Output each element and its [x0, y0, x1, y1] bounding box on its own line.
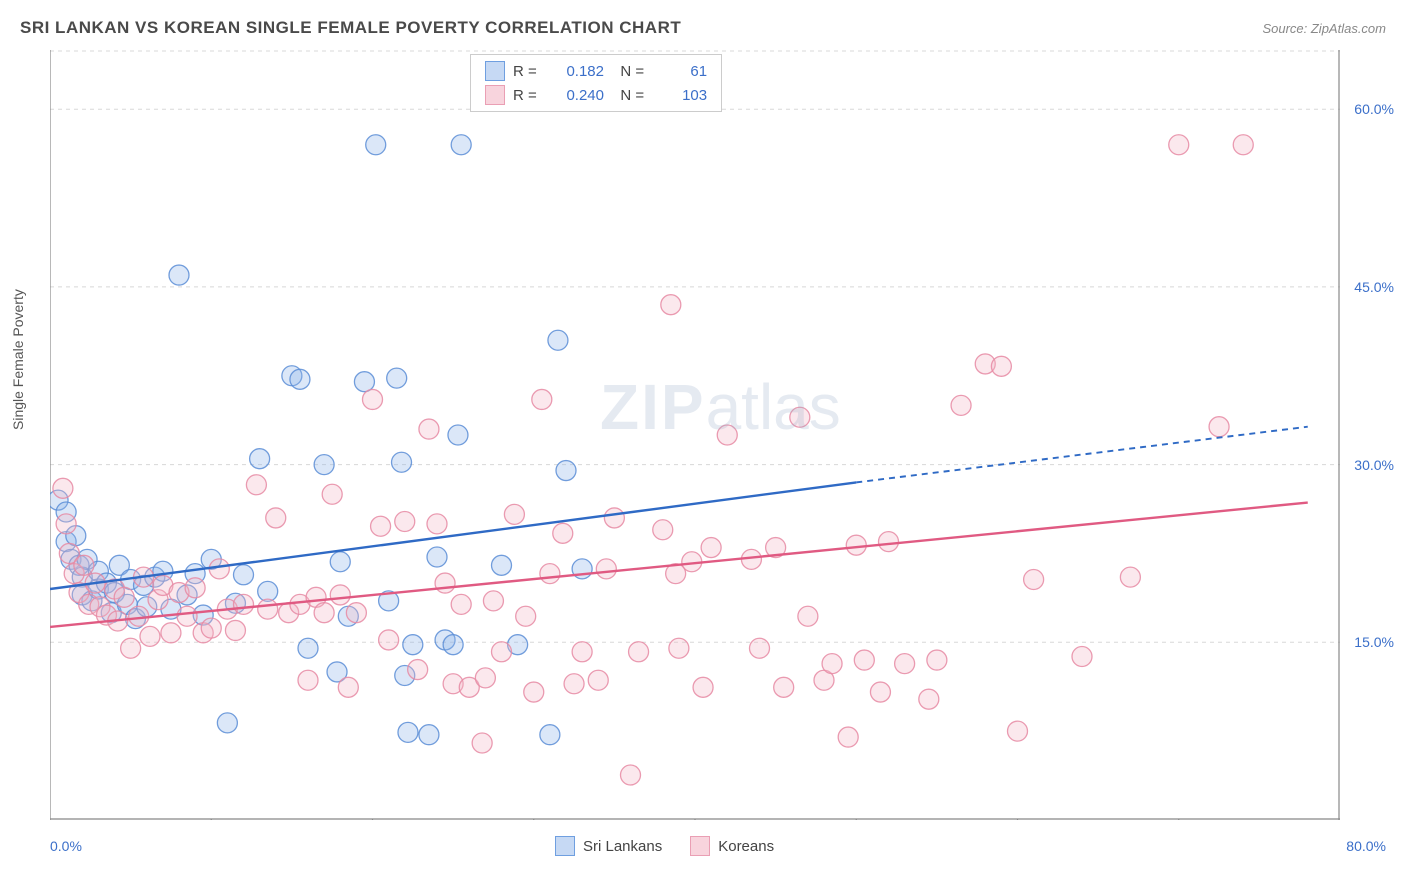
y-tick-label: 60.0%	[1354, 101, 1394, 117]
swatch-icon	[690, 836, 710, 856]
y-tick-label: 45.0%	[1354, 279, 1394, 295]
series-legend: Sri Lankans Koreans	[555, 836, 774, 856]
x-axis-origin: 0.0%	[50, 838, 82, 854]
y-tick-label: 30.0%	[1354, 457, 1394, 473]
legend-item-koreans: Koreans	[690, 836, 774, 856]
chart-title: SRI LANKAN VS KOREAN SINGLE FEMALE POVER…	[20, 18, 681, 38]
y-tick-label: 15.0%	[1354, 634, 1394, 650]
scatter-plot: ZIPatlas R =0.182 N =61 R =0.240 N =103	[50, 50, 1340, 820]
correlation-legend: R =0.182 N =61 R =0.240 N =103	[470, 54, 722, 112]
swatch-icon	[485, 61, 505, 81]
source-attribution: Source: ZipAtlas.com	[1262, 21, 1386, 36]
legend-item-sri-lankans: Sri Lankans	[555, 836, 662, 856]
y-axis-label: Single Female Poverty	[10, 289, 26, 430]
swatch-icon	[485, 85, 505, 105]
x-axis-max: 80.0%	[1346, 838, 1386, 854]
legend-row-koreans: R =0.240 N =103	[485, 85, 707, 105]
swatch-icon	[555, 836, 575, 856]
legend-row-sri-lankans: R =0.182 N =61	[485, 61, 707, 81]
